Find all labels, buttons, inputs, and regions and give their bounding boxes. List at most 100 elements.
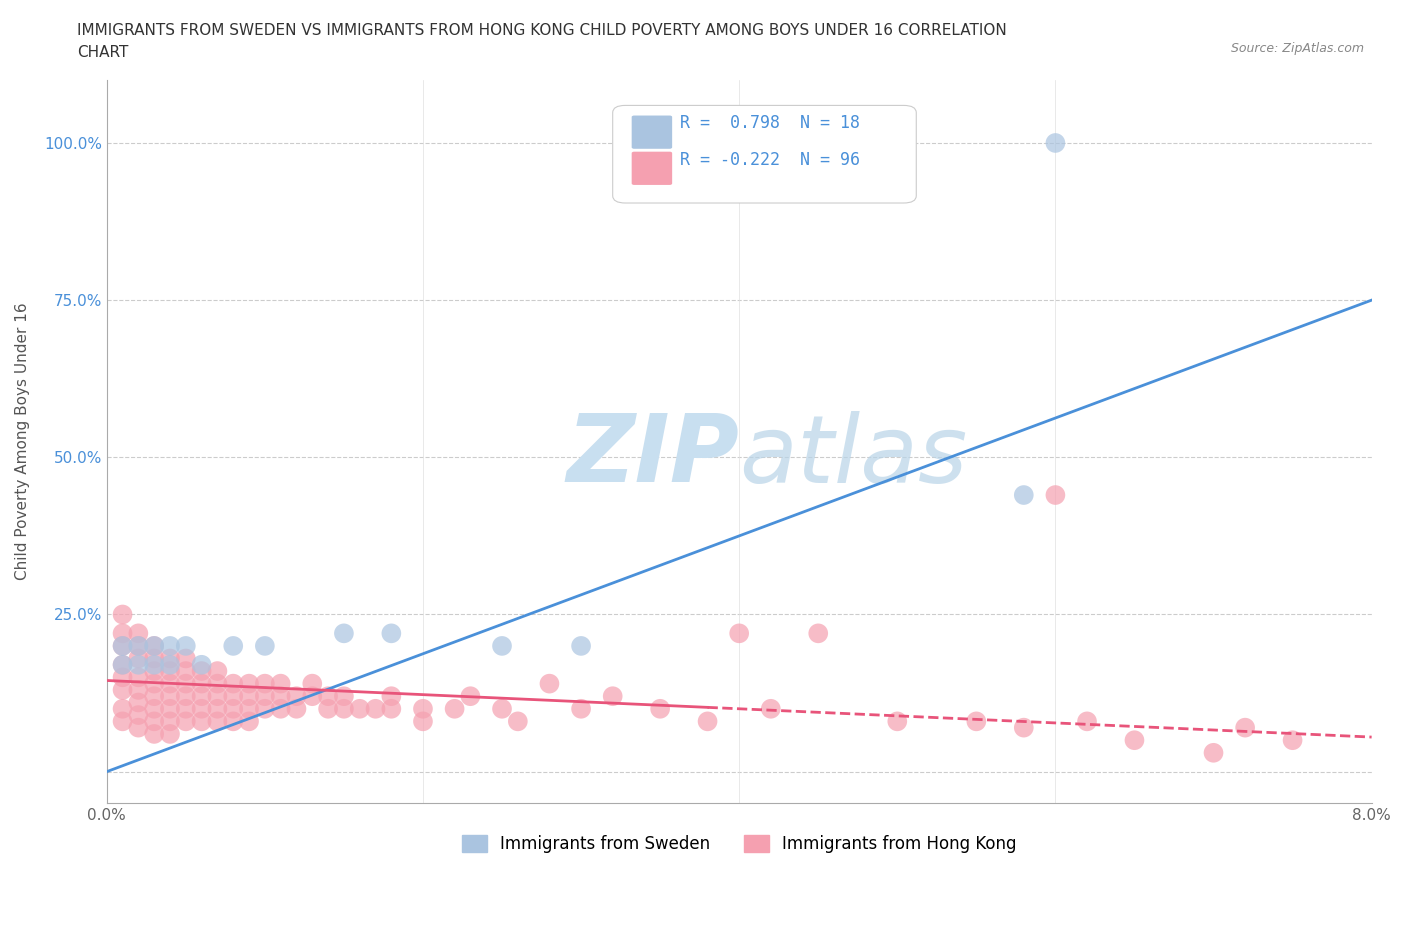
Point <box>143 651 166 666</box>
Point <box>222 714 245 729</box>
Point <box>460 689 482 704</box>
Point <box>602 689 624 704</box>
Point <box>270 676 292 691</box>
Point <box>491 701 513 716</box>
Point <box>1045 136 1067 151</box>
Point <box>159 651 181 666</box>
Point <box>174 689 197 704</box>
Point <box>380 689 402 704</box>
Point <box>111 683 134 698</box>
Point <box>143 689 166 704</box>
Point <box>316 701 339 716</box>
Point <box>190 701 212 716</box>
Point <box>159 658 181 672</box>
Point <box>127 639 149 654</box>
Point <box>174 714 197 729</box>
Point <box>1012 720 1035 735</box>
Point <box>380 626 402 641</box>
Point <box>301 689 323 704</box>
FancyBboxPatch shape <box>631 115 672 149</box>
Point <box>238 689 260 704</box>
Point <box>380 701 402 716</box>
Point <box>491 639 513 654</box>
Point <box>127 651 149 666</box>
Point <box>159 689 181 704</box>
Point <box>1281 733 1303 748</box>
Point <box>127 683 149 698</box>
Point <box>364 701 387 716</box>
Text: ZIP: ZIP <box>567 410 740 502</box>
Point <box>886 714 908 729</box>
Point <box>222 676 245 691</box>
Point <box>443 701 465 716</box>
Point <box>127 670 149 684</box>
Point <box>127 695 149 710</box>
Point <box>1076 714 1098 729</box>
Point <box>569 701 592 716</box>
Point <box>207 689 229 704</box>
Point <box>174 664 197 679</box>
Point <box>127 626 149 641</box>
Point <box>207 701 229 716</box>
Point <box>190 689 212 704</box>
Point <box>127 720 149 735</box>
Point <box>174 639 197 654</box>
Text: atlas: atlas <box>740 410 967 501</box>
Point <box>190 664 212 679</box>
Point <box>728 626 751 641</box>
Point <box>190 676 212 691</box>
Point <box>143 726 166 741</box>
Text: Source: ZipAtlas.com: Source: ZipAtlas.com <box>1230 42 1364 55</box>
Point <box>111 639 134 654</box>
Y-axis label: Child Poverty Among Boys Under 16: Child Poverty Among Boys Under 16 <box>15 303 30 580</box>
Point <box>222 701 245 716</box>
Text: IMMIGRANTS FROM SWEDEN VS IMMIGRANTS FROM HONG KONG CHILD POVERTY AMONG BOYS UND: IMMIGRANTS FROM SWEDEN VS IMMIGRANTS FRO… <box>77 23 1007 60</box>
Point <box>207 676 229 691</box>
Point <box>349 701 371 716</box>
Point <box>270 701 292 716</box>
Point <box>111 607 134 622</box>
Point <box>111 626 134 641</box>
Point <box>159 676 181 691</box>
Point <box>127 708 149 723</box>
Point <box>143 664 166 679</box>
Point <box>807 626 830 641</box>
Point <box>1202 745 1225 760</box>
Point <box>238 676 260 691</box>
Point <box>143 639 166 654</box>
Point <box>174 676 197 691</box>
Point <box>253 701 276 716</box>
Point <box>159 664 181 679</box>
Point <box>285 701 308 716</box>
Point <box>174 651 197 666</box>
Point <box>159 714 181 729</box>
Point <box>238 701 260 716</box>
FancyBboxPatch shape <box>613 105 917 203</box>
Point <box>569 639 592 654</box>
Point <box>1234 720 1257 735</box>
Point <box>253 676 276 691</box>
Point <box>270 689 292 704</box>
Point <box>253 689 276 704</box>
Point <box>412 714 434 729</box>
Point <box>301 676 323 691</box>
Point <box>111 670 134 684</box>
Point <box>222 689 245 704</box>
Point <box>143 701 166 716</box>
Point <box>143 714 166 729</box>
Point <box>159 726 181 741</box>
Point <box>253 639 276 654</box>
Point <box>696 714 718 729</box>
Point <box>190 714 212 729</box>
Point <box>143 658 166 672</box>
Point <box>412 701 434 716</box>
Point <box>759 701 782 716</box>
Point <box>965 714 987 729</box>
FancyBboxPatch shape <box>631 152 672 185</box>
Point <box>174 701 197 716</box>
Point <box>1012 487 1035 502</box>
Point <box>285 689 308 704</box>
Point <box>143 676 166 691</box>
Point <box>1045 487 1067 502</box>
Point <box>111 701 134 716</box>
